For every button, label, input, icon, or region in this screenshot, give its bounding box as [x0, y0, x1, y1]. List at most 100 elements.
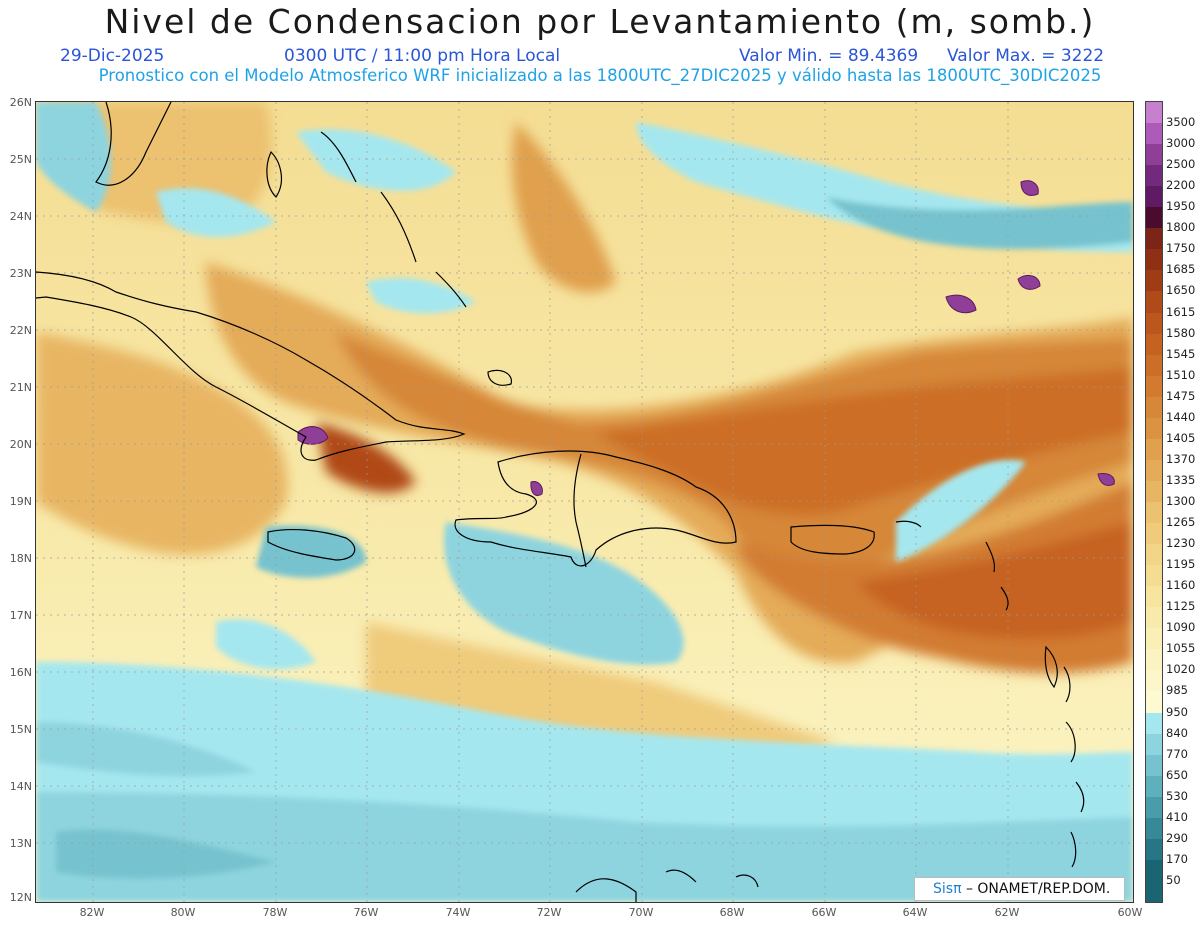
colorbar-segment — [1146, 754, 1162, 777]
colorbar-level-label: 650 — [1166, 767, 1188, 782]
colorbar-level-label: 1750 — [1166, 241, 1196, 256]
colorbar-segment — [1146, 249, 1162, 271]
colorbar-level-label: 1195 — [1166, 557, 1196, 572]
colorbar-level-label: 1370 — [1166, 451, 1196, 466]
colorbar-level-label: 1510 — [1166, 367, 1196, 382]
map-title: Nivel de Condensacion por Levantamiento … — [104, 2, 1096, 41]
lat-label: 12N — [9, 891, 32, 904]
colorbar-segment — [1146, 712, 1162, 735]
colorbar-segment — [1146, 859, 1162, 882]
lon-label: 60W — [1117, 906, 1143, 919]
lat-label: 13N — [9, 837, 32, 850]
colorbar-segment — [1146, 775, 1162, 798]
lcl-shaded-map — [36, 102, 1133, 902]
lon-label: 64W — [902, 906, 928, 919]
lon-label: 70W — [628, 906, 654, 919]
colorbar-segment — [1146, 123, 1162, 145]
lon-label: 66W — [811, 906, 837, 919]
colorbar-segment — [1146, 880, 1162, 902]
colorbar-segment — [1146, 396, 1162, 419]
max-value: Valor Max. = 3222 — [947, 46, 1105, 66]
low-lcl-regions — [36, 102, 1133, 902]
lat-label: 16N — [9, 666, 32, 679]
lon-label: 82W — [79, 906, 105, 919]
colorbar-segment — [1146, 565, 1162, 587]
colorbar-level-label: 1020 — [1166, 662, 1196, 677]
lat-label: 20N — [9, 438, 32, 451]
colorbar-segment — [1146, 838, 1162, 861]
sispi-brand: Sisπ — [933, 881, 962, 897]
lat-label: 21N — [9, 381, 32, 394]
colorbar-level-label: 1650 — [1166, 283, 1196, 298]
colorbar-level-label: 1580 — [1166, 325, 1196, 340]
lon-label: 68W — [719, 906, 745, 919]
colorbar-level-label: 2500 — [1166, 157, 1196, 172]
lon-label: 62W — [994, 906, 1020, 919]
lon-label: 72W — [536, 906, 562, 919]
colorbar-segment — [1146, 649, 1162, 671]
lat-label: 25N — [9, 153, 32, 166]
lon-label: 80W — [170, 906, 196, 919]
bahamas-eleuthera — [380, 191, 417, 263]
colorbar-level-label: 2200 — [1166, 178, 1196, 193]
bahamas-andros — [266, 150, 283, 198]
colorbar-level-label: 1440 — [1166, 409, 1196, 424]
colorbar-segment — [1146, 375, 1162, 398]
colorbar-segment — [1146, 459, 1162, 482]
colorbar-segment — [1146, 670, 1162, 692]
colorbar-level-label: 950 — [1166, 704, 1188, 719]
colorbar-level-label: 530 — [1166, 788, 1188, 803]
colorbar-level-label: 3500 — [1166, 115, 1196, 130]
lat-label: 22N — [9, 324, 32, 337]
colorbar-level-label: 985 — [1166, 683, 1188, 698]
colorbar-segment — [1146, 165, 1162, 187]
colorbar-level-label: 1125 — [1166, 599, 1196, 614]
colorbar-level-label: 1335 — [1166, 472, 1196, 487]
bahamas-long-island — [435, 271, 467, 308]
jamaica-coastline — [267, 528, 356, 561]
colorbar-segment — [1146, 586, 1162, 608]
lat-label: 19N — [9, 495, 32, 508]
lon-label: 78W — [262, 906, 288, 919]
lat-lon-grid — [36, 102, 1133, 902]
colorbar-segment — [1146, 291, 1162, 314]
lat-label: 23N — [9, 267, 32, 280]
colorbar-segment — [1146, 628, 1162, 650]
colorbar-segment — [1146, 186, 1162, 208]
colorbar-segment — [1146, 312, 1162, 335]
bahamas-abaco — [320, 131, 357, 183]
colorbar-segment — [1146, 228, 1162, 250]
colorbar-segment — [1146, 207, 1162, 229]
min-value: Valor Min. = 89.4369 — [739, 46, 919, 66]
colorbar-segment — [1146, 733, 1162, 756]
colorbar-level-label: 1950 — [1166, 199, 1196, 214]
colorbar — [1145, 101, 1163, 903]
colorbar-level-label: 1615 — [1166, 304, 1196, 319]
lat-label: 18N — [9, 552, 32, 565]
hispaniola-coastline — [454, 450, 737, 567]
colorbar-level-label: 1405 — [1166, 430, 1196, 445]
lat-label: 17N — [9, 609, 32, 622]
lat-label: 15N — [9, 723, 32, 736]
colorbar-level-label: 1545 — [1166, 346, 1196, 361]
forecast-date: 29-Dic-2025 — [60, 46, 165, 66]
colorbar-segment — [1146, 502, 1162, 524]
organization-label: – ONAMET/REP.DOM. — [961, 881, 1111, 897]
colorbar-level-label: 50 — [1166, 872, 1181, 887]
bahamas-inagua — [487, 369, 513, 386]
lon-label: 74W — [445, 906, 471, 919]
haiti-dr-border — [573, 453, 587, 568]
lat-label: 14N — [9, 780, 32, 793]
lesser-antilles — [985, 541, 1085, 868]
colorbar-segment — [1146, 270, 1162, 292]
colorbar-level-label: 1265 — [1166, 515, 1196, 530]
colorbar-segment — [1146, 607, 1162, 629]
colorbar-level-label: 3000 — [1166, 136, 1196, 151]
colorbar-level-label: 410 — [1166, 809, 1188, 824]
coastlines — [36, 102, 1085, 902]
colorbar-level-label: 1300 — [1166, 494, 1196, 508]
colorbar-level-label: 1230 — [1166, 536, 1196, 551]
colorbar-level-label: 1055 — [1166, 641, 1196, 656]
colorbar-level-label: 840 — [1166, 725, 1188, 740]
florida-coastline — [95, 102, 172, 186]
